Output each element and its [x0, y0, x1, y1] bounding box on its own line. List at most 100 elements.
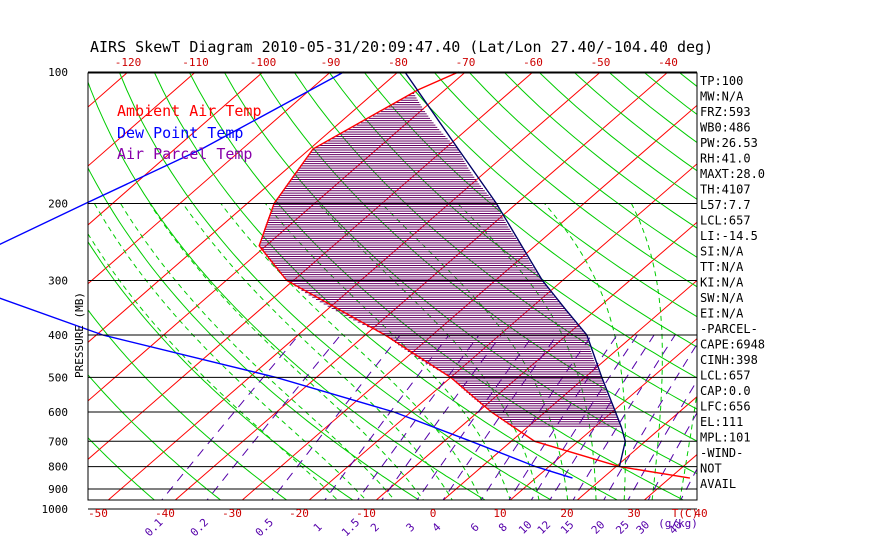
moist-adiabat-line: [93, 203, 367, 500]
bottom-temp-unit-label: T(C): [672, 507, 699, 520]
mixing-ratio-tick-label: 8: [496, 521, 510, 535]
isotherm-line: [375, 221, 697, 500]
dry-adiabat-line: [818, 72, 870, 518]
pressure-tick-label: 500: [48, 371, 68, 384]
dry-adiabat-line: [399, 73, 697, 318]
cape-hatch: [259, 92, 621, 427]
bottom-temp-tick-label: -30: [222, 507, 242, 520]
mixing-ratio-line: [381, 334, 502, 500]
sounding-index-label: MPL:101: [700, 431, 751, 445]
isotherm-line: [0, 62, 4, 518]
ambient-air-temp-line: [258, 71, 691, 479]
sounding-index-label: NOT: [700, 462, 722, 476]
sounding-index-label: EI:N/A: [700, 307, 744, 321]
sounding-index-label: MAXT:28.0: [700, 167, 765, 181]
moist-adiabat-line: [182, 203, 453, 500]
mixing-ratio-tick-label: 10: [516, 518, 535, 537]
sounding-index-label: SW:N/A: [700, 291, 744, 305]
sounding-index-label: CAPE:6948: [700, 338, 765, 352]
bottom-temp-tick-label: 0: [430, 507, 437, 520]
top-temp-tick-label: -40: [658, 56, 678, 69]
dry-adiabat-line: [88, 309, 288, 500]
top-temp-tick-label: -100: [250, 56, 277, 69]
sounding-index-label: EL:111: [700, 415, 743, 429]
top-temp-tick-label: -110: [182, 56, 209, 69]
mixing-ratio-tick-label: 3: [404, 521, 418, 535]
sounding-index-label: RH:41.0: [700, 152, 751, 166]
mixing-ratio-line: [324, 334, 450, 500]
moist-adiabat-line: [544, 203, 626, 500]
sounding-index-label: WB0:486: [700, 121, 751, 135]
pressure-tick-label: 300: [48, 274, 68, 287]
dry-adiabat-line: [364, 73, 697, 348]
isotherm-line: [88, 73, 466, 402]
sounding-index-label: FRZ:593: [700, 105, 751, 119]
legend-dew-point-temp: Dew Point Temp: [117, 124, 243, 142]
mixing-ratio-line: [572, 334, 676, 500]
mixing-ratio-line: [530, 334, 638, 500]
dry-adiabat-line: [469, 73, 697, 258]
moist-adiabat-line: [120, 203, 396, 500]
dry-adiabat-line: [784, 72, 870, 518]
sounding-index-label: LFC:656: [700, 400, 751, 414]
mixing-ratio-line: [647, 411, 697, 500]
sounding-index-label: CINH:398: [700, 353, 758, 367]
pressure-tick-label: 100: [48, 66, 68, 79]
moist-adiabat-line: [149, 203, 424, 500]
top-temp-tick-label: -90: [321, 56, 341, 69]
sounding-index-label: SI:N/A: [700, 245, 744, 259]
sounding-index-label: PW:26.53: [700, 136, 758, 150]
mixing-ratio-line: [357, 334, 480, 500]
dry-adiabat-line: [88, 166, 420, 500]
dry-adiabat-line: [749, 72, 870, 518]
bottom-temp-tick-label: 20: [560, 507, 573, 520]
dry-adiabat-line: [88, 437, 156, 500]
dry-adiabat-line: [119, 73, 553, 500]
bottom-temp-tick-label: -10: [356, 507, 376, 520]
plot-border: [87, 72, 698, 501]
dry-adiabat-line: [88, 374, 222, 500]
legend-ambient-air-temp: Ambient Air Temp: [117, 102, 262, 120]
moist-adiabat-line: [88, 232, 339, 500]
mixing-ratio-unit-label: (g/kg): [658, 517, 698, 530]
sounding-index-label: TH:4107: [700, 183, 751, 197]
pressure-tick-label: 1000: [42, 503, 69, 516]
sounding-index-label: TT:N/A: [700, 260, 744, 274]
isotherm-line: [88, 73, 331, 285]
sounding-index-label: LCL:657: [700, 214, 751, 228]
sounding-index-label: -PARCEL-: [700, 322, 758, 336]
bottom-temp-tick-label: 40: [694, 507, 707, 520]
mixing-ratio-line: [161, 334, 299, 500]
sounding-index-label: CAP:0.0: [700, 384, 751, 398]
sounding-index-label: LCL:657: [700, 369, 751, 383]
pressure-tick-label: 600: [48, 406, 68, 419]
chart-title: AIRS SkewT Diagram 2010-05-31/20:09:47.4…: [90, 38, 713, 56]
legend-air-parcel-temp: Air Parcel Temp: [117, 145, 252, 163]
top-temp-tick-label: -70: [456, 56, 476, 69]
isotherm-line: [576, 396, 697, 500]
pressure-tick-label: 900: [48, 483, 68, 496]
mixing-ratio-line: [603, 343, 697, 500]
sounding-index-label: -WIND-: [700, 446, 743, 460]
mixing-ratio-tick-label: 2: [368, 521, 382, 535]
dry-adiabat-line: [88, 80, 486, 500]
moist-adiabat-line: [220, 203, 482, 500]
bottom-temp-tick-label: 10: [493, 507, 506, 520]
isotherm-line: [442, 279, 697, 500]
mixing-ratio-tick-label: 25: [613, 518, 632, 537]
mixing-ratio-line: [680, 467, 697, 500]
dry-adiabat-line: [434, 73, 697, 288]
sounding-index-label: LI:-14.5: [700, 229, 758, 243]
mixing-ratio-tick-label: 1: [311, 521, 325, 535]
bottom-temp-tick-label: -20: [289, 507, 309, 520]
sounding-index-label: L57:7.7: [700, 198, 751, 212]
moist-adiabat-line: [265, 203, 511, 500]
sounding-index-label: TP:100: [700, 74, 743, 88]
pressure-tick-label: 400: [48, 329, 68, 342]
isotherm-line: [88, 73, 533, 460]
mixing-ratio-line: [206, 334, 341, 500]
mixing-ratio-tick-label: 12: [535, 518, 554, 537]
isotherm-line: [88, 73, 263, 226]
pressure-tick-label: 200: [48, 198, 68, 211]
top-temp-tick-label: -80: [388, 56, 408, 69]
